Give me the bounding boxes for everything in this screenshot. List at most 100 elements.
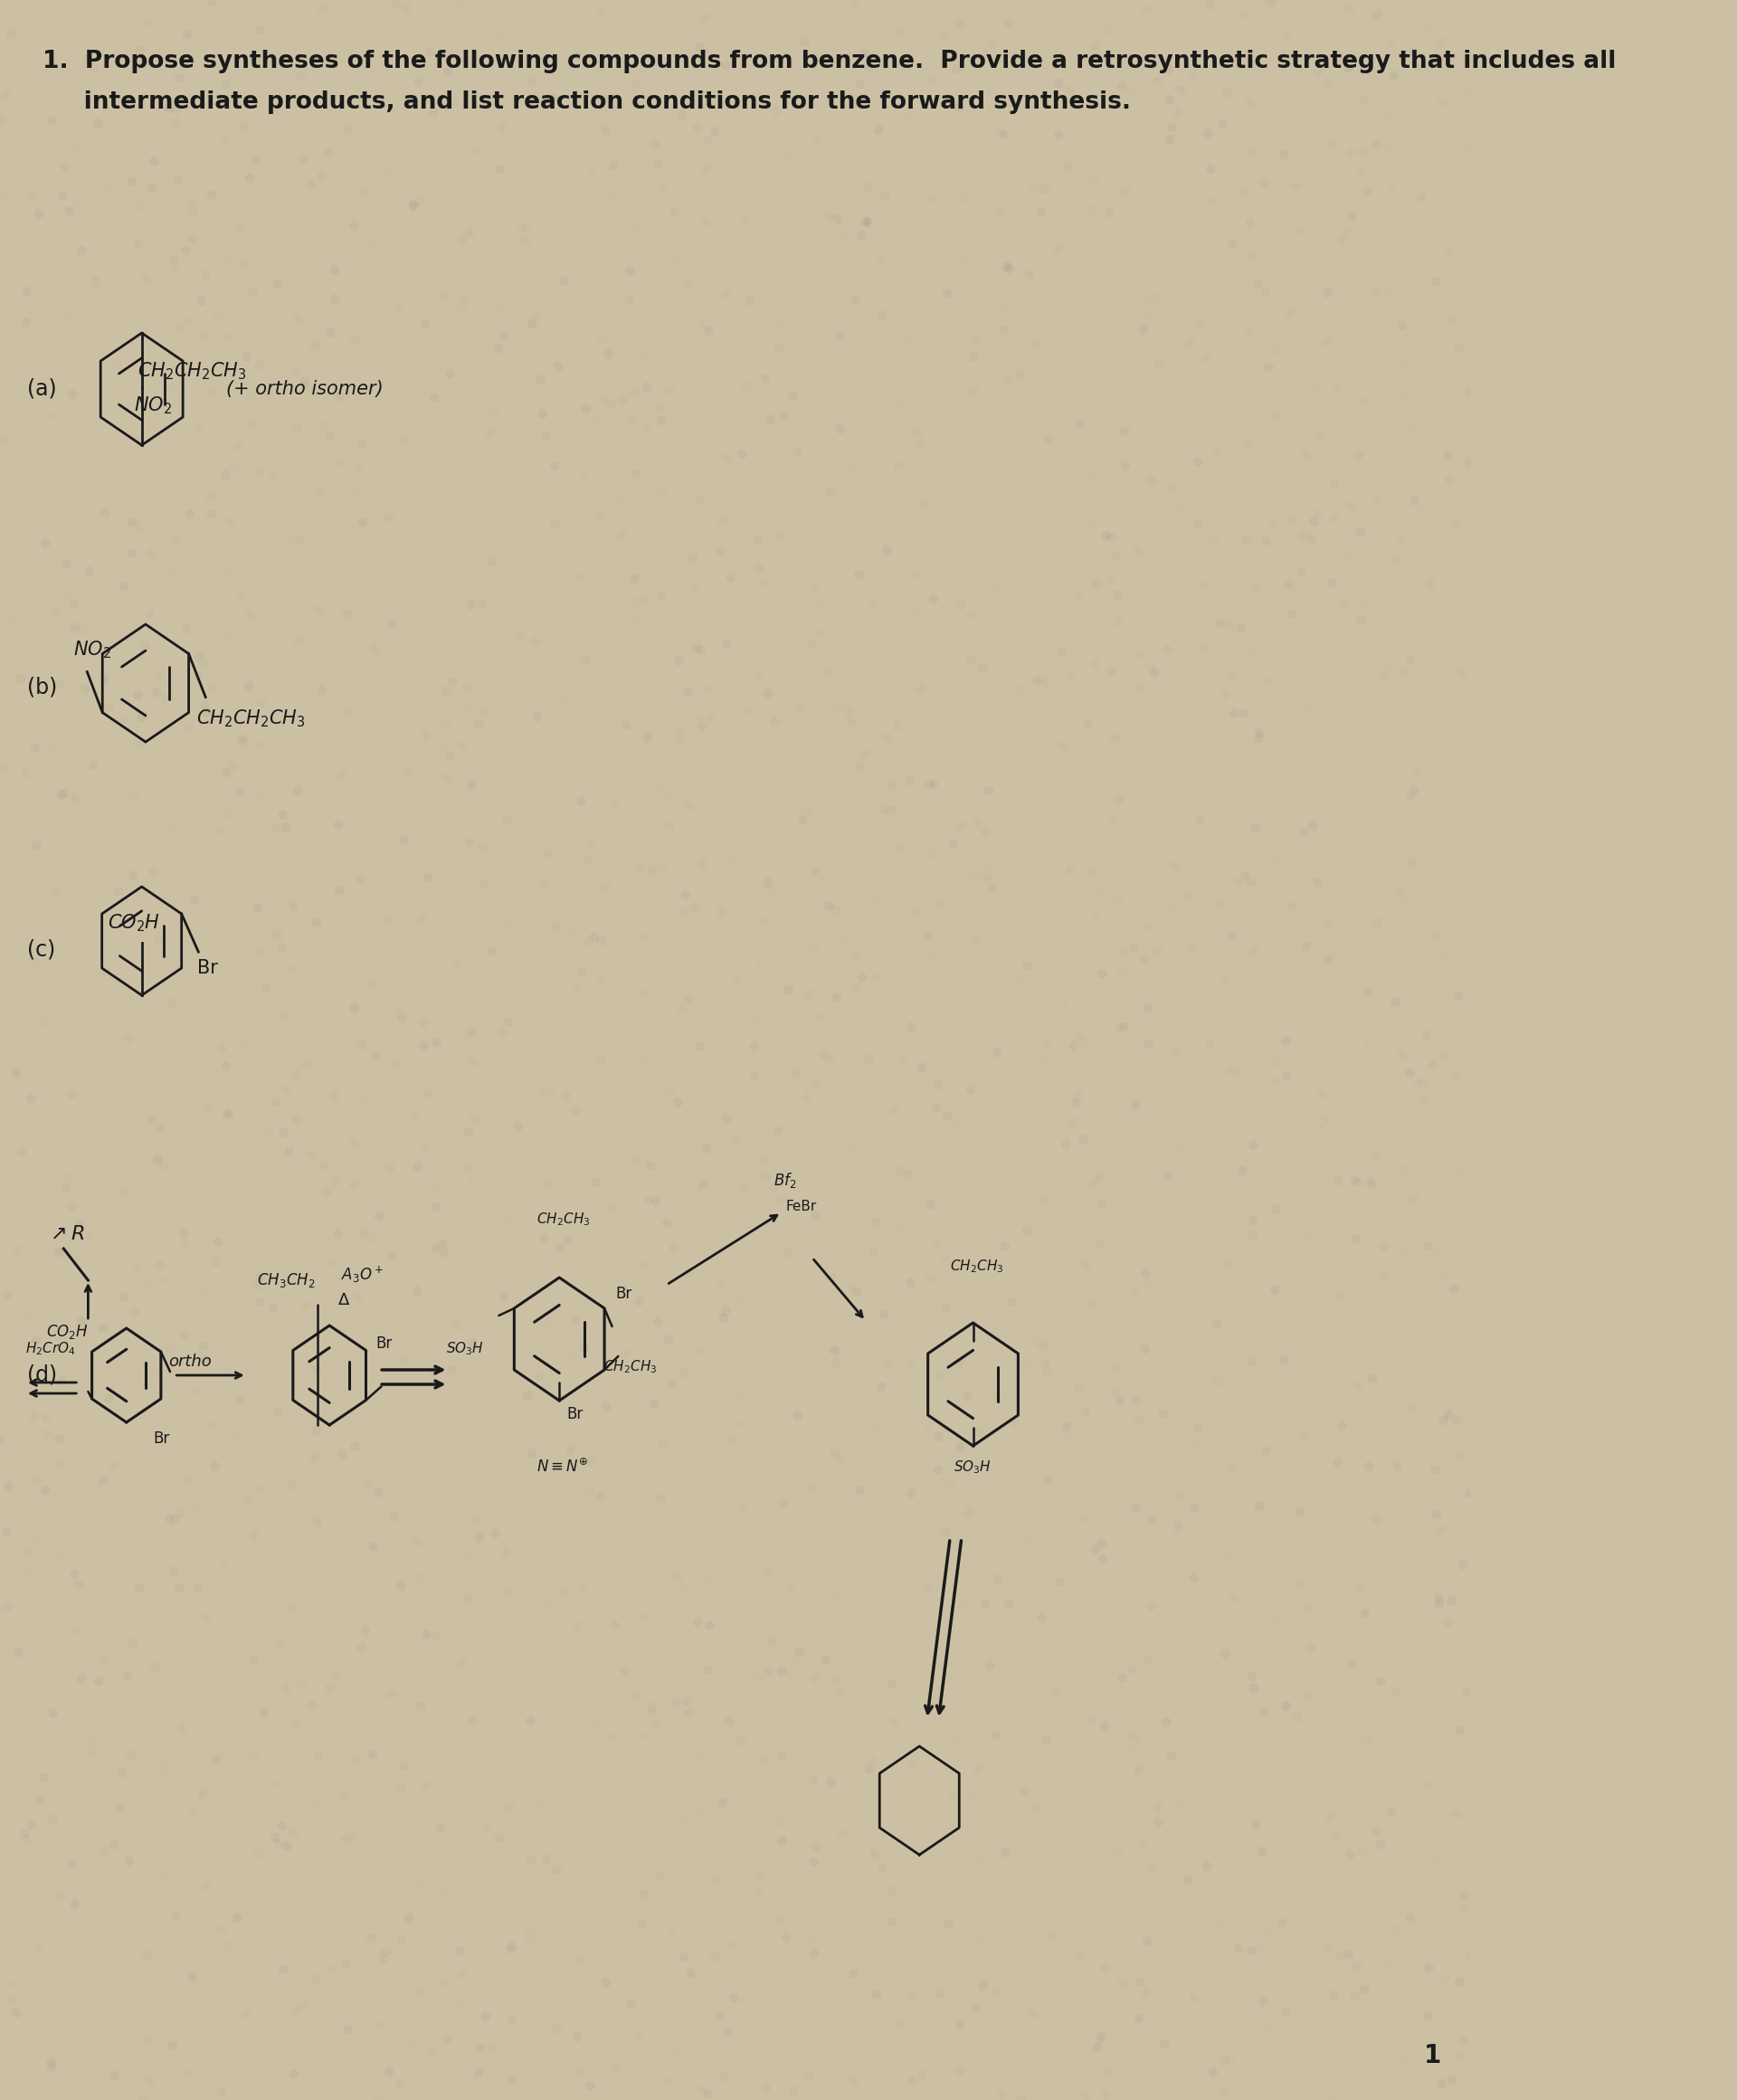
Point xyxy=(123,678,151,712)
Point xyxy=(872,181,900,214)
Point xyxy=(620,376,648,410)
Point xyxy=(273,1672,301,1705)
Point xyxy=(347,861,375,895)
Point xyxy=(0,1424,14,1457)
Point xyxy=(1221,1581,1249,1615)
Point xyxy=(1192,632,1219,666)
Point xyxy=(379,1239,406,1273)
Point xyxy=(309,0,337,25)
Point xyxy=(1436,218,1464,252)
Point xyxy=(485,332,512,365)
Point xyxy=(629,1907,657,1940)
Point xyxy=(490,1016,518,1050)
Point xyxy=(947,8,974,42)
Point xyxy=(179,1798,207,1831)
Point xyxy=(1211,2075,1238,2100)
Point xyxy=(1313,326,1341,359)
Point xyxy=(1202,1361,1230,1394)
Point xyxy=(290,974,318,1008)
Point xyxy=(472,1252,500,1285)
Point xyxy=(56,195,83,229)
Point xyxy=(1329,586,1357,620)
Point xyxy=(1070,1124,1098,1157)
Point xyxy=(321,281,349,315)
Point xyxy=(719,38,747,71)
Point xyxy=(750,1145,778,1178)
Point xyxy=(643,1306,670,1340)
Point xyxy=(75,1218,102,1252)
Point xyxy=(1084,2031,1112,2064)
Point xyxy=(1235,1436,1263,1470)
Point xyxy=(1388,309,1416,342)
Point xyxy=(563,1094,591,1128)
Point xyxy=(1226,611,1254,645)
Point xyxy=(167,1497,195,1531)
Point xyxy=(0,1279,21,1312)
Point xyxy=(106,1791,134,1825)
Point xyxy=(1296,1632,1324,1665)
Point xyxy=(1447,42,1475,76)
Point xyxy=(775,38,802,71)
Point xyxy=(495,1201,523,1235)
Point xyxy=(384,1046,412,1079)
Point xyxy=(1313,275,1341,309)
Point xyxy=(304,1739,332,1772)
Point xyxy=(229,109,257,143)
Point xyxy=(964,1754,992,1787)
Point xyxy=(851,206,879,239)
Point xyxy=(0,424,17,458)
Point xyxy=(1126,638,1153,672)
Point xyxy=(924,1697,952,1730)
Point xyxy=(344,1407,372,1441)
Point xyxy=(1320,466,1348,500)
Point xyxy=(313,1176,340,1210)
Point xyxy=(1435,439,1463,473)
Point xyxy=(672,878,700,911)
Point xyxy=(945,2008,973,2041)
Point xyxy=(241,1741,269,1774)
Point xyxy=(155,92,182,126)
Point xyxy=(1456,445,1483,479)
Point xyxy=(945,1105,973,1138)
Point xyxy=(61,781,89,815)
Point xyxy=(551,265,578,298)
Point xyxy=(533,1166,561,1199)
Point xyxy=(1285,214,1313,248)
Point xyxy=(571,1510,599,1544)
Point xyxy=(695,672,723,706)
Point xyxy=(1145,1806,1172,1840)
Text: $CH_2CH_3$: $CH_2CH_3$ xyxy=(950,1258,1004,1275)
Point xyxy=(212,458,240,491)
Point xyxy=(1414,1228,1442,1262)
Point xyxy=(1296,111,1324,145)
Point xyxy=(1271,1023,1299,1056)
Point xyxy=(855,1042,882,1075)
Point xyxy=(728,1407,756,1441)
Point xyxy=(710,2060,738,2094)
Point xyxy=(1129,1092,1157,1126)
Point xyxy=(1357,1728,1384,1762)
Point xyxy=(573,393,601,426)
Point xyxy=(665,645,693,678)
Point xyxy=(747,945,775,979)
Point xyxy=(690,2073,717,2100)
Point xyxy=(436,739,464,773)
Point xyxy=(674,2003,702,2037)
Point xyxy=(952,244,980,277)
Point xyxy=(575,924,603,958)
Point xyxy=(113,1659,141,1693)
Point xyxy=(151,1149,179,1182)
Point xyxy=(902,1644,929,1678)
Point xyxy=(1110,1010,1138,1044)
Point xyxy=(490,569,518,603)
Point xyxy=(1412,288,1440,321)
Point xyxy=(410,1132,438,1166)
Point xyxy=(419,2035,446,2068)
Point xyxy=(1426,25,1454,59)
Point xyxy=(57,1399,85,1432)
Point xyxy=(224,1489,252,1522)
Point xyxy=(1197,153,1225,187)
Point xyxy=(818,1766,846,1800)
Point xyxy=(768,1739,796,1772)
Point xyxy=(742,1004,769,1037)
